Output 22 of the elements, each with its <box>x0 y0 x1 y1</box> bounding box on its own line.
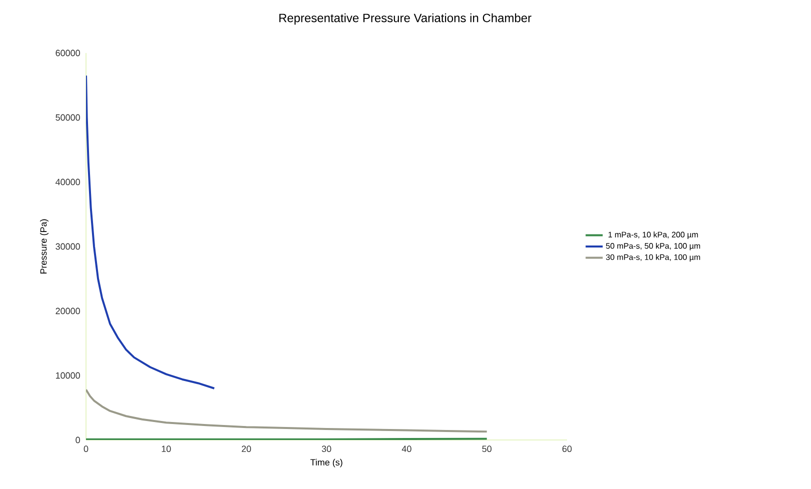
y-tick-label: 20000 <box>56 308 80 314</box>
y-tick-label: 30000 <box>56 243 80 250</box>
x-tick-label: 60 <box>562 446 572 452</box>
y-tick-label: 50000 <box>56 114 80 121</box>
legend-label: 1 mPa-s, 10 kPa, 200 µm <box>608 232 698 240</box>
x-tick-label: 10 <box>162 446 171 452</box>
y-axis-title: Pressure (Pa) <box>40 219 48 274</box>
legend-label: 30 mPa-s, 10 kPa, 100 µm <box>606 254 700 262</box>
x-tick-label: 20 <box>242 446 251 452</box>
y-tick-label: 10000 <box>56 372 80 379</box>
line-series <box>86 74 216 390</box>
x-axis-title: Time (s) <box>310 458 342 468</box>
y-tick-label: 40000 <box>56 178 80 186</box>
x-tick-label: 50 <box>482 446 492 452</box>
y-tick-label: 60000 <box>56 50 80 56</box>
x-tick-label: 30 <box>322 446 332 452</box>
line-series <box>86 388 488 433</box>
x-tick-label: 0 <box>84 446 88 452</box>
y-tick-label: 0 <box>76 436 80 444</box>
chart-title: Representative Pressure Variations in Chamber <box>279 13 532 25</box>
legend-label: 50 mPa-s, 50 kPa, 100 µm <box>606 242 700 250</box>
x-tick-label: 40 <box>402 446 412 452</box>
